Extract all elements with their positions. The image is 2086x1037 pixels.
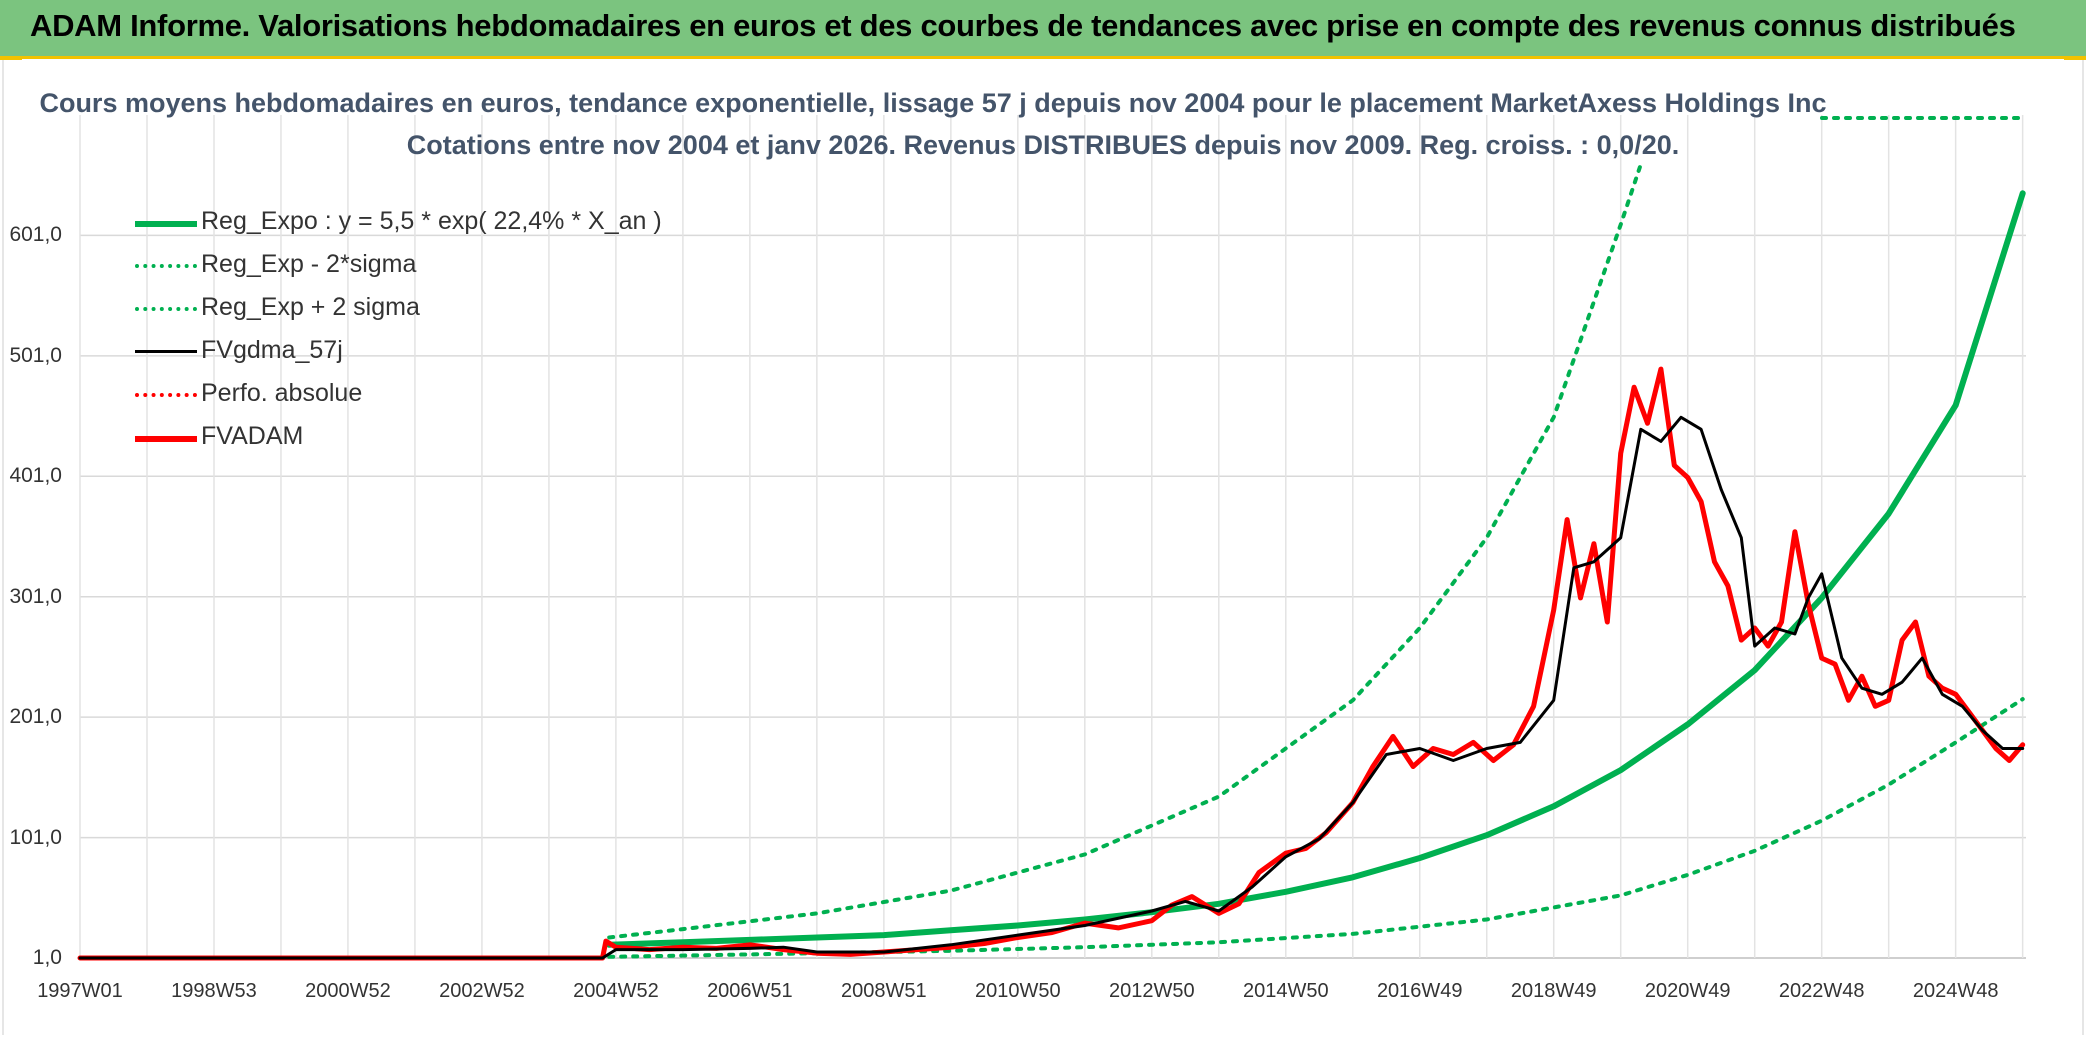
- x-tick-label: 2014W50: [1242, 980, 1329, 1002]
- x-tick-label: 2012W50: [1108, 980, 1195, 1002]
- legend-label: FVADAM: [201, 422, 304, 450]
- legend-swatch: [135, 264, 197, 268]
- x-tick-label: 2020W49: [1644, 980, 1731, 1002]
- legend-swatch: [135, 436, 197, 442]
- y-tick-label: 501,0: [9, 343, 62, 367]
- series-line-reg-exp-2-sigma: [607, 697, 2025, 959]
- series-line-reg-expo-y-5-5-exp-22-4-x-an: [606, 190, 2026, 948]
- series-line-reg-exp-2-sigma: [607, 162, 1643, 940]
- legend-label: Reg_Exp - 2*sigma: [201, 250, 417, 278]
- x-tick-label: 2002W52: [439, 980, 525, 1002]
- series-line-fvgdma-57j: [78, 415, 2025, 960]
- legend-item: FVADAM: [135, 420, 695, 463]
- y-tick-label: 201,0: [9, 705, 62, 729]
- legend-label: Reg_Exp + 2 sigma: [201, 293, 420, 321]
- x-tick-label: 1997W01: [37, 980, 123, 1002]
- x-tick-label: 2000W52: [305, 980, 391, 1002]
- legend-item: Perfo. absolue: [135, 377, 695, 420]
- report-header: ADAM Informe. Valorisations hebdomadaire…: [0, 0, 2086, 59]
- chart-subtitle: Cotations entre nov 2004 et janv 2026. R…: [406, 130, 1680, 160]
- x-tick-label: 2022W48: [1778, 980, 1865, 1002]
- x-tick-label: 2010W50: [975, 980, 1061, 1002]
- y-tick-label: 101,0: [9, 825, 62, 849]
- report-title: ADAM Informe. Valorisations hebdomadaire…: [30, 8, 2016, 43]
- chart-grid: [79, 115, 2026, 959]
- x-tick-label: 2008W51: [841, 980, 927, 1002]
- x-tick-label: 2006W51: [707, 980, 793, 1002]
- y-tick-label: 601,0: [9, 223, 62, 247]
- x-tick-label: 2016W49: [1376, 980, 1463, 1002]
- legend-swatch: [135, 393, 197, 397]
- y-tick-label: 301,0: [9, 584, 62, 608]
- chart-frame: [2, 60, 2084, 1035]
- x-tick-label: 2018W49: [1510, 980, 1597, 1002]
- legend-label: Reg_Expo : y = 5,5 * exp( 22,4% * X_an ): [201, 207, 662, 235]
- legend-swatch: [135, 350, 197, 353]
- legend-item: Reg_Exp - 2*sigma: [135, 248, 695, 291]
- y-tick-label: 1,0: [32, 946, 62, 969]
- legend-item: FVgdma_57j: [135, 334, 695, 377]
- x-tick-label: 2024W48: [1912, 980, 1999, 1002]
- legend-item: Reg_Expo : y = 5,5 * exp( 22,4% * X_an ): [135, 205, 695, 248]
- x-tick-label: 1998W53: [171, 980, 257, 1002]
- legend-item: Reg_Exp + 2 sigma: [135, 291, 695, 334]
- y-tick-label: 401,0: [9, 464, 62, 488]
- header-accent-left: [0, 56, 22, 60]
- chart-series: [77, 162, 2026, 961]
- chart-title: Cours moyens hebdomadaires en euros, ten…: [39, 88, 1827, 118]
- legend-label: Perfo. absolue: [201, 379, 363, 407]
- chart-legend: Reg_Expo : y = 5,5 * exp( 22,4% * X_an )…: [135, 205, 695, 463]
- header-accent-right: [2064, 56, 2086, 60]
- legend-label: FVgdma_57j: [201, 336, 343, 364]
- x-tick-label: 2004W52: [573, 980, 659, 1002]
- legend-swatch: [135, 307, 197, 311]
- legend-swatch: [135, 221, 197, 227]
